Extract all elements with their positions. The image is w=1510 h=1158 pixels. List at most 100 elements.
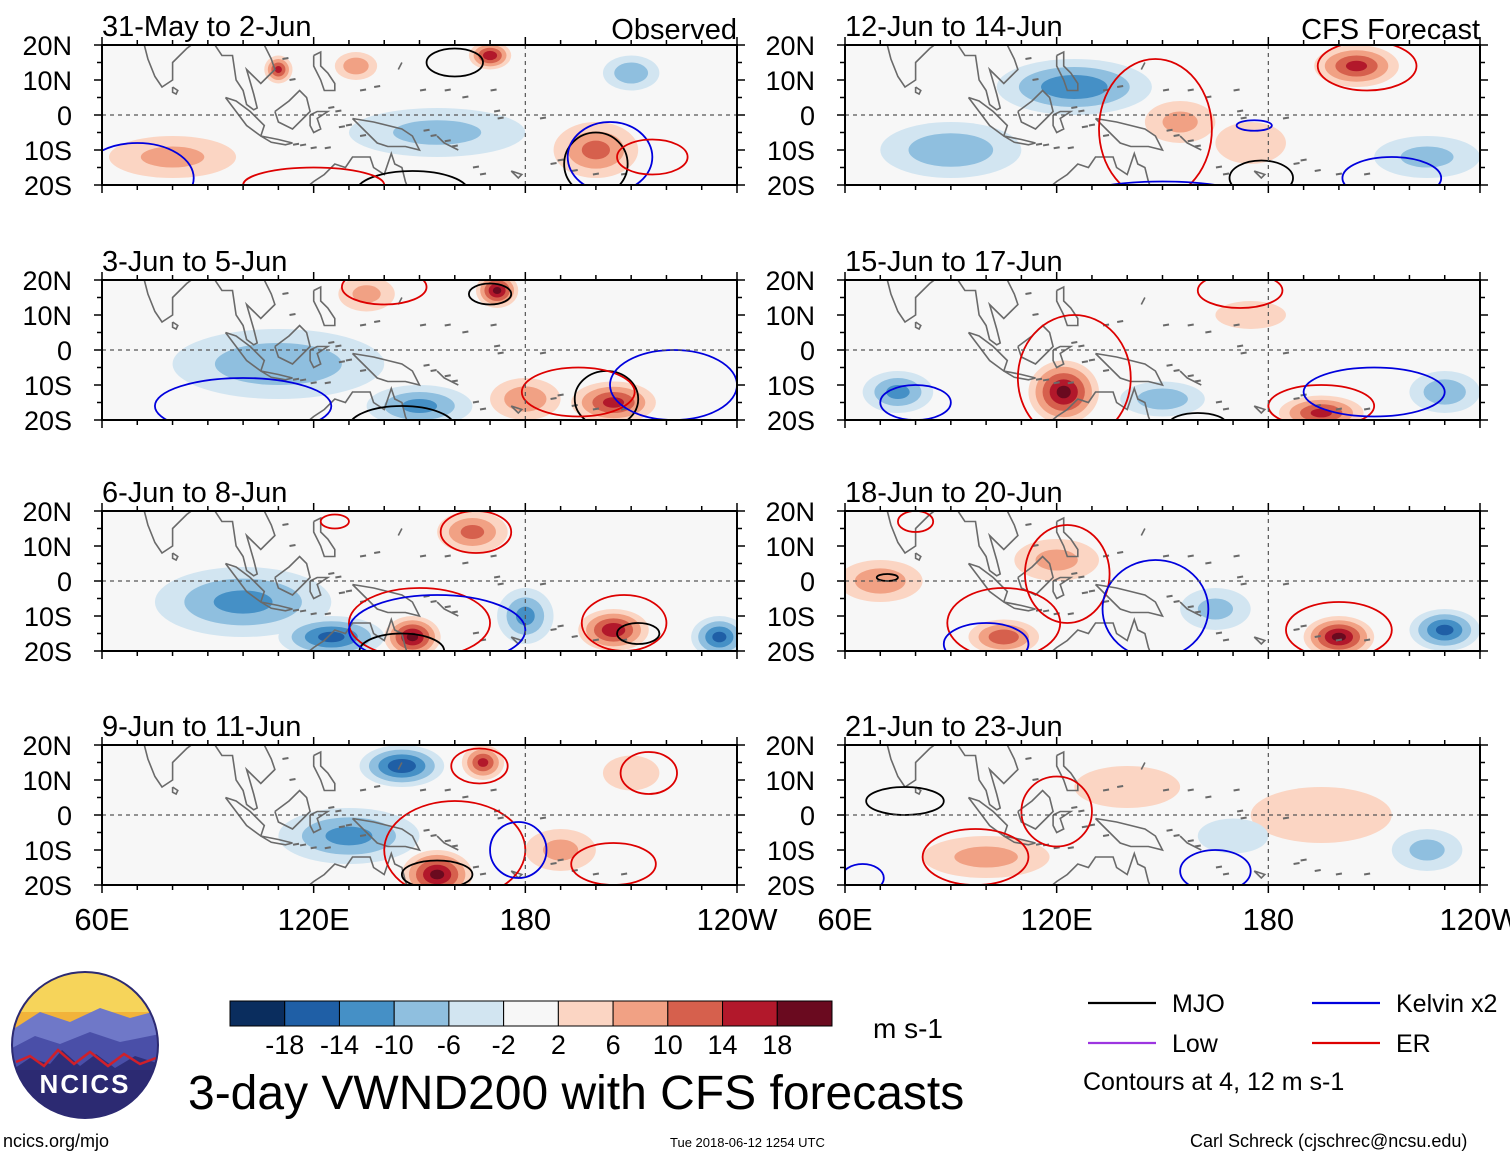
island [423, 828, 430, 832]
island [1035, 377, 1043, 381]
y-tick-label: 0 [57, 101, 72, 131]
coastline [1140, 762, 1146, 770]
coastline [171, 552, 179, 562]
coastline [1094, 817, 1165, 852]
island [1205, 795, 1212, 799]
legend-label: MJO [1172, 990, 1225, 1018]
coastline [1179, 370, 1202, 386]
island [374, 551, 381, 554]
anomaly-level [1435, 624, 1454, 636]
y-tick-label: 20S [24, 637, 72, 667]
y-tick-label: 10N [765, 301, 815, 331]
island [1236, 809, 1244, 813]
coastline [1179, 601, 1202, 617]
coastline [143, 45, 276, 111]
island [490, 788, 497, 792]
y-tick-label: 20N [765, 731, 815, 761]
anomaly-level [1215, 122, 1286, 164]
island [1187, 554, 1194, 558]
island [1025, 757, 1032, 760]
island [374, 320, 381, 323]
coastline [274, 555, 311, 596]
island [1081, 125, 1089, 129]
anomaly-level [1400, 146, 1454, 168]
island [292, 608, 300, 612]
island [1187, 605, 1194, 609]
island [1053, 381, 1060, 385]
island [1233, 88, 1240, 92]
coastline [314, 494, 321, 505]
coastline [1055, 750, 1079, 792]
coastline [1051, 850, 1151, 885]
coastline [312, 50, 336, 92]
coastline [472, 650, 474, 651]
x-tick-label: 120W [1440, 902, 1510, 937]
coastline [1179, 135, 1202, 151]
source-url[interactable]: ncics.org/mjo [3, 1131, 110, 1151]
coastline [472, 419, 474, 420]
island [479, 172, 487, 176]
panel-source-label: CFS Forecast [1301, 14, 1480, 46]
panel-title: 31-May to 2-Jun [102, 11, 312, 43]
island [1240, 582, 1247, 586]
legend-label: Low [1172, 1030, 1219, 1058]
island [1194, 844, 1201, 848]
coastline [345, 0, 352, 7]
island [451, 379, 458, 383]
contour-mjo [425, 47, 484, 78]
coastline [345, 228, 352, 242]
colorbar-tick-label: -18 [265, 1030, 304, 1060]
contour-er [1196, 280, 1284, 309]
coastline [1003, 135, 1036, 146]
coastline [1052, 110, 1074, 134]
contour-kelvin-x2 [566, 121, 654, 185]
island [345, 589, 353, 593]
island [419, 554, 427, 558]
coastline [1052, 576, 1074, 600]
island [359, 134, 367, 137]
contour-kelvin-x2 [879, 384, 952, 420]
island [338, 591, 346, 595]
island [1314, 169, 1321, 172]
island [472, 165, 480, 169]
coastline [1088, 0, 1095, 7]
contour-kelvin-x2 [1302, 366, 1446, 418]
contours-note: Contours at 4, 12 m s-1 [1083, 1068, 1345, 1096]
coastline [309, 345, 331, 369]
island [1166, 594, 1173, 598]
island [1240, 816, 1247, 820]
contour-mjo [358, 632, 446, 651]
coastline [345, 459, 352, 473]
island [1187, 374, 1194, 378]
coastline [1055, 50, 1079, 92]
island [1187, 839, 1194, 843]
y-tick-label: 20S [24, 406, 72, 436]
panel-4: 20N 10N 0 10S 20S 15-Jun to 17-Jun [765, 246, 1488, 436]
colorbar-tick-label: 14 [708, 1030, 738, 1060]
island [479, 872, 487, 876]
coastline [1253, 170, 1267, 180]
anomaly-level [352, 285, 381, 303]
anomaly-level [492, 287, 502, 294]
anomaly-level [1035, 549, 1078, 571]
contour-mjo [358, 170, 467, 185]
coastline [1017, 789, 1054, 830]
panel-title: 18-Jun to 20-Jun [845, 477, 1063, 509]
coastline [312, 285, 336, 327]
contour-er [897, 511, 935, 533]
island [1194, 610, 1201, 614]
coastline [397, 528, 403, 536]
island [374, 785, 381, 788]
anomaly-level [1137, 388, 1188, 410]
contour-er [1020, 775, 1093, 848]
colorbar-tick-label: -10 [375, 1030, 414, 1060]
coastline [224, 796, 266, 838]
contour-mjo [400, 859, 474, 885]
island [1162, 88, 1170, 92]
island [1042, 609, 1050, 613]
anomaly-level [954, 846, 1018, 868]
contour-er [1024, 524, 1111, 624]
y-tick-label: 20S [767, 871, 815, 901]
island [1102, 134, 1110, 137]
coastline [274, 789, 311, 830]
